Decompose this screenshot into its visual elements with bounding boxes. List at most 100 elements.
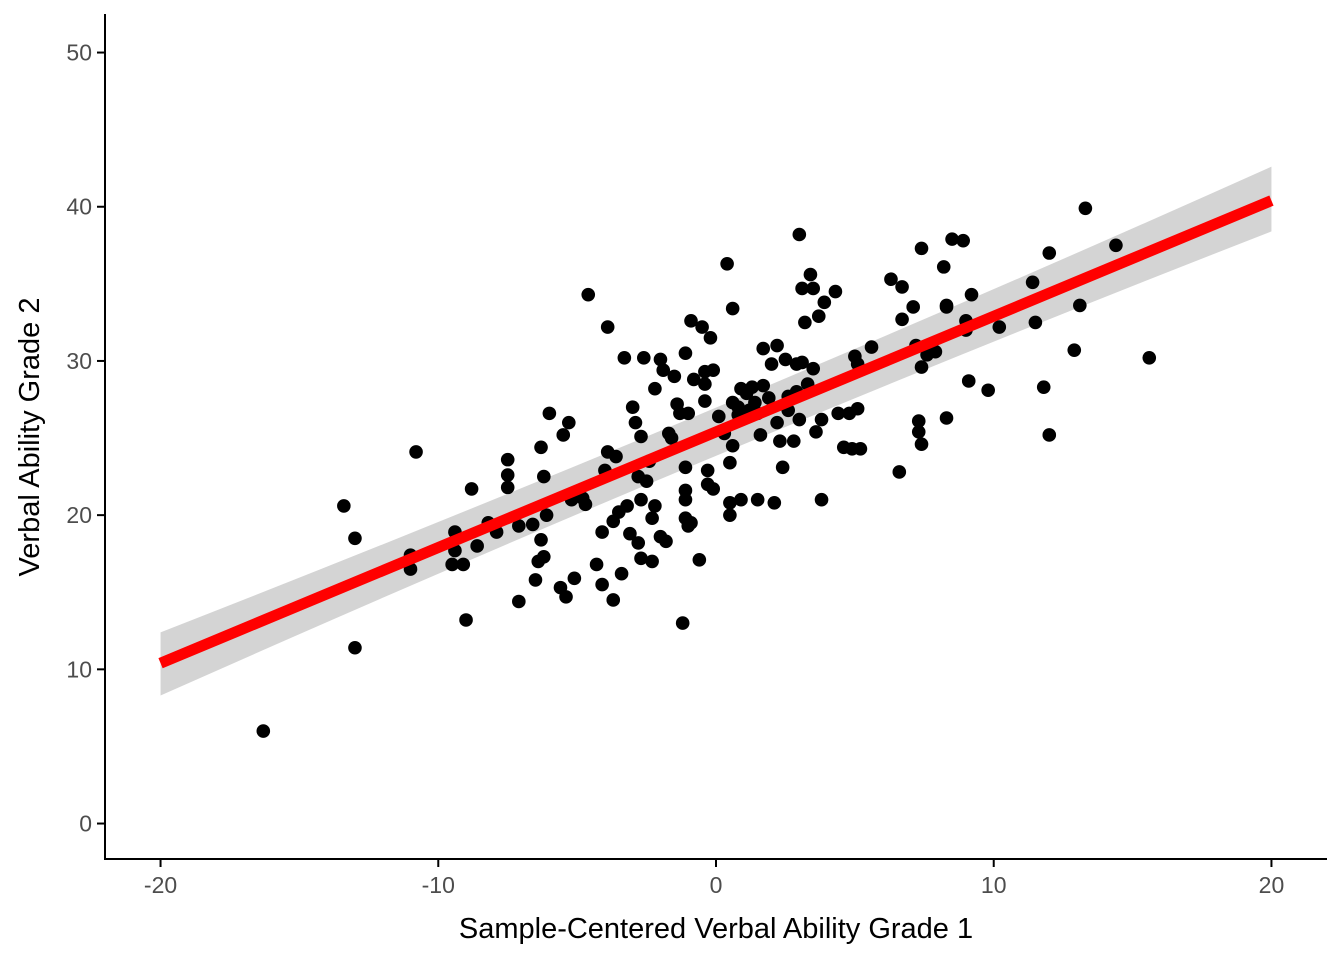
x-tick-label: 20 <box>1259 872 1285 898</box>
data-point <box>623 526 637 541</box>
data-point <box>634 492 648 507</box>
data-point <box>992 320 1007 334</box>
data-point <box>620 499 634 513</box>
data-point <box>750 492 765 507</box>
data-point <box>537 469 551 484</box>
data-point <box>581 287 596 302</box>
data-point <box>634 551 648 566</box>
data-point <box>906 300 920 314</box>
data-point <box>792 227 807 242</box>
data-point <box>470 539 484 553</box>
data-point <box>684 516 698 530</box>
data-points-layer <box>256 201 1157 738</box>
data-point <box>1109 238 1123 253</box>
data-point <box>914 360 929 374</box>
data-point <box>770 415 784 430</box>
data-point <box>725 438 740 453</box>
data-point <box>753 428 768 442</box>
data-point <box>653 352 668 367</box>
data-point <box>256 724 271 738</box>
data-point <box>695 320 709 334</box>
data-point <box>711 409 726 424</box>
data-point <box>892 465 907 479</box>
y-tick-label: 10 <box>66 656 92 682</box>
data-point <box>539 508 554 522</box>
data-point <box>567 571 582 586</box>
data-point <box>675 616 690 630</box>
x-tick-label: 10 <box>981 872 1007 898</box>
data-point <box>745 380 759 394</box>
data-point <box>792 412 807 427</box>
data-point <box>809 425 823 439</box>
data-point <box>512 594 526 609</box>
data-point <box>1142 351 1157 365</box>
data-point <box>500 468 515 482</box>
data-point <box>645 554 659 569</box>
data-point <box>706 482 721 496</box>
data-point <box>767 496 782 510</box>
data-point <box>814 492 829 507</box>
data-point <box>748 395 762 410</box>
data-point <box>778 352 793 367</box>
data-point <box>1042 246 1057 260</box>
data-point <box>945 232 959 246</box>
data-point <box>723 508 737 522</box>
data-point <box>806 281 821 296</box>
data-point <box>1042 428 1057 442</box>
data-point <box>542 406 557 421</box>
data-point <box>537 549 551 564</box>
data-point <box>756 341 771 356</box>
data-point <box>814 412 829 427</box>
data-point <box>795 281 809 296</box>
data-point <box>628 415 643 430</box>
data-point <box>348 531 362 546</box>
data-point <box>459 613 473 627</box>
data-point <box>609 449 623 464</box>
data-point <box>562 415 576 430</box>
data-point <box>964 287 979 302</box>
data-point <box>961 374 976 388</box>
data-point <box>595 577 609 592</box>
data-point <box>512 519 526 533</box>
fit-line-layer <box>158 195 1274 669</box>
data-point <box>850 401 865 416</box>
data-point <box>678 460 693 475</box>
data-point <box>625 400 640 415</box>
data-point <box>659 534 673 549</box>
data-point <box>556 428 571 442</box>
data-point <box>595 525 609 539</box>
data-point <box>606 593 621 607</box>
data-point <box>775 460 790 475</box>
data-point <box>706 363 721 377</box>
x-tick-label: -20 <box>144 872 177 898</box>
data-point <box>720 256 734 271</box>
y-tick-label: 40 <box>66 194 92 220</box>
data-point <box>634 429 648 444</box>
data-point <box>678 483 693 498</box>
data-point <box>500 452 515 467</box>
data-point <box>445 557 459 572</box>
data-point <box>348 640 362 655</box>
data-point <box>786 434 801 448</box>
data-point <box>614 566 629 581</box>
data-point <box>525 517 540 532</box>
data-point <box>600 320 615 334</box>
data-point <box>773 434 787 448</box>
data-point <box>853 442 868 456</box>
data-point <box>981 383 995 398</box>
data-point <box>684 314 698 328</box>
data-point <box>639 474 654 489</box>
data-point <box>956 233 970 248</box>
data-point <box>936 260 951 274</box>
data-point <box>939 411 954 425</box>
data-point <box>617 351 632 365</box>
data-point <box>667 369 682 384</box>
data-point <box>464 482 479 496</box>
data-point <box>698 377 712 391</box>
data-point <box>703 331 718 345</box>
y-tick-label: 0 <box>79 811 92 837</box>
data-point <box>700 463 715 478</box>
data-point <box>734 492 748 507</box>
data-point <box>656 363 671 377</box>
